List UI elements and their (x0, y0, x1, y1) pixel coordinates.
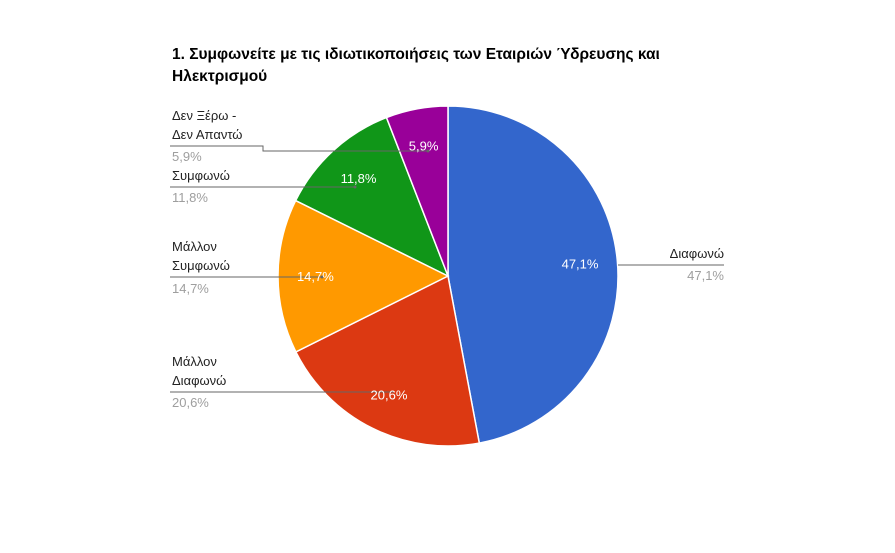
slice-value-label: 11,8% (341, 171, 377, 186)
slice-value-label: 20,6% (371, 388, 408, 403)
label-mallon-diafono-line1: Μάλλον (172, 354, 217, 369)
slice-value-label: 14,7% (297, 269, 334, 284)
label-den-xero-line2: Δεν Απαντώ (172, 127, 243, 142)
pie-slices (277, 105, 619, 447)
label-symfono: Συμφωνώ (172, 168, 230, 183)
label-symfono-pct: 11,8% (172, 190, 208, 205)
label-mallon-symfono-line1: Μάλλον (172, 239, 217, 254)
pie-slice (294, 274, 481, 447)
chart-title-line1: 1. Συμφωνείτε με τις ιδιωτικοποιήσεις τω… (172, 46, 660, 63)
label-mallon-symfono-pct: 14,7% (172, 281, 209, 296)
slice-value-label: 47,1% (562, 257, 599, 272)
pie-slice (277, 199, 450, 353)
label-mallon-symfono-line2: Συμφωνώ (172, 258, 230, 273)
label-diafono: Διαφωνώ (669, 246, 724, 261)
leader-line-den-xero (170, 145, 428, 152)
pie-slice (447, 105, 619, 444)
label-mallon-diafono-line2: Διαφωνώ (172, 373, 227, 388)
leader-lines (170, 145, 724, 393)
label-diafono-pct: 47,1% (687, 268, 724, 283)
label-mallon-diafono-pct: 20,6% (172, 395, 209, 410)
slice-value-label: 5,9% (409, 139, 439, 154)
chart-title-line2: Ηλεκτρισμού (172, 68, 268, 85)
label-den-xero-line1: Δεν Ξέρω - (172, 108, 237, 123)
label-den-xero-pct: 5,9% (172, 149, 202, 164)
pie-slice (385, 105, 449, 277)
chart-title: 1. Συμφωνείτε με τις ιδιωτικοποιήσεις τω… (172, 44, 692, 88)
